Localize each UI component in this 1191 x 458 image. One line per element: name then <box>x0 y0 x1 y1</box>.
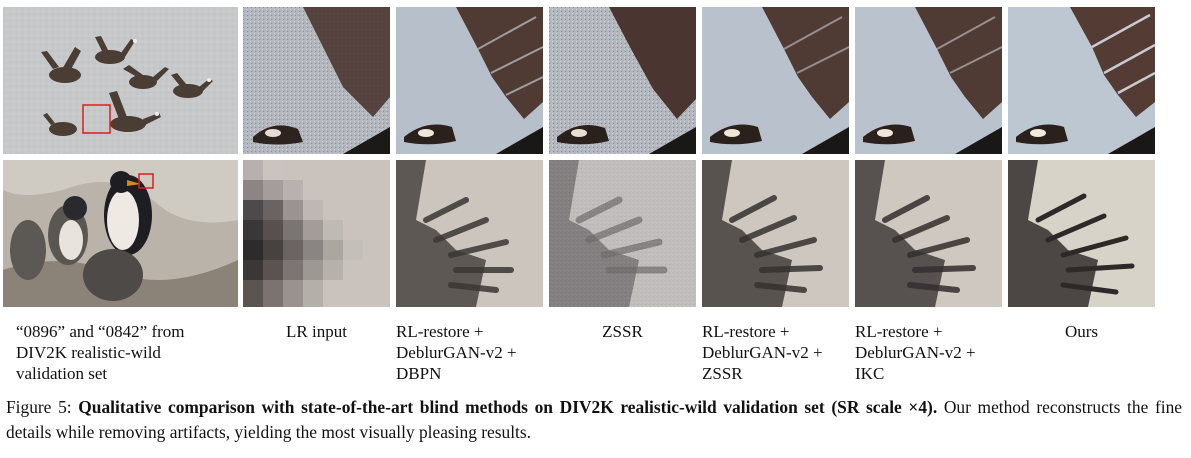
penguins-crop-zssr <box>549 160 696 307</box>
label-lr-input: LR input <box>286 322 347 341</box>
caption-bold: Qualitative comparison with state-of-the… <box>78 397 938 417</box>
figure-caption: Figure 5: Qualitative comparison with st… <box>6 395 1182 445</box>
penguins-crop-lr-input <box>243 160 390 307</box>
label-zssr: ZSSR <box>602 322 643 341</box>
label-source-images: “0896” and “0842” from DIV2K realistic-w… <box>16 322 185 383</box>
label-rl-deblurgan-dbpn: RL-restore + DeblurGAN-v2 + DBPN <box>396 322 517 383</box>
label-rl-deblurgan-zssr: RL-restore + DeblurGAN-v2 + ZSSR <box>702 322 823 383</box>
penguins-crop-rl-deblurgan-dbpn <box>396 160 543 307</box>
geese-crop-rl-deblurgan-ikc <box>855 7 1002 154</box>
geese-crop-ours <box>1008 7 1155 154</box>
geese-crop-rl-deblurgan-dbpn <box>396 7 543 154</box>
penguins-crop-ours <box>1008 160 1155 307</box>
penguins-crop-rl-deblurgan-ikc <box>855 160 1002 307</box>
geese-crop-rl-deblurgan-zssr <box>702 7 849 154</box>
caption-prefix: Figure 5: <box>6 397 79 417</box>
label-rl-deblurgan-ikc: RL-restore + DeblurGAN-v2 + IKC <box>855 322 976 383</box>
label-ours: Ours <box>1064 322 1099 341</box>
caption-rest: Our method reconstructs the fine details… <box>6 397 1182 442</box>
geese-crop-zssr <box>549 7 696 154</box>
penguins-full-image <box>3 160 238 307</box>
geese-full-image <box>3 7 238 154</box>
geese-crop-lr-input <box>243 7 390 154</box>
penguins-crop-rl-deblurgan-zssr <box>702 160 849 307</box>
